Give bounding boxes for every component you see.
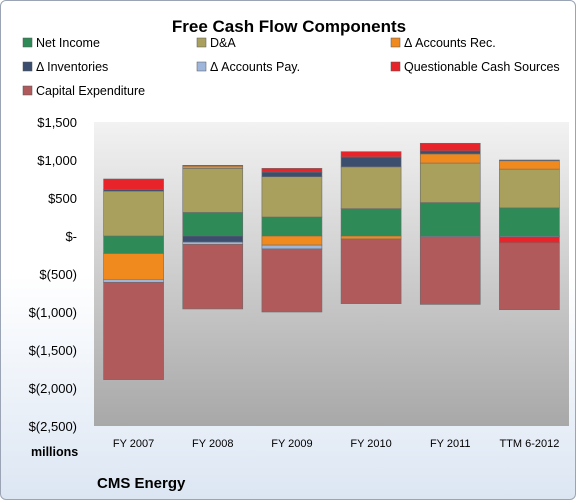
bar-segment-d-a: [103, 190, 164, 237]
bar-segment-capital-expenditure: [103, 282, 164, 380]
y-tick-label: $(2,500): [29, 419, 77, 434]
y-tick-label: $1,500: [37, 115, 77, 130]
legend-label-accounts-rec: Δ Accounts Rec.: [404, 36, 496, 50]
bar-segment-accounts-rec: [261, 235, 323, 246]
bar-segment-d-a: [340, 166, 402, 209]
bar-segment-net-income: [340, 208, 402, 237]
bar-segment-inventories: [340, 156, 402, 168]
legend-swatch-d-a: [196, 37, 207, 48]
bar-segment-capital-expenditure: [340, 238, 402, 304]
bar-segment-accounts-pay: [182, 241, 244, 245]
chart-title: Free Cash Flow Components: [172, 17, 406, 36]
company-name: CMS Energy: [97, 475, 186, 492]
bar-segment-questionable-cash-sources: [499, 236, 560, 244]
legend-swatch-net-income: [22, 37, 33, 48]
y-axis: $1,500 $1,000 $500 $- $(500) $(1,000) $(1,500)…: [29, 115, 77, 434]
bar-segment-capital-expenditure: [419, 236, 481, 305]
legend-swatch-accounts-rec: [390, 37, 401, 48]
plot-area: [94, 122, 569, 426]
bar-segment-net-income: [103, 235, 164, 254]
bar-segment-net-income: [182, 212, 244, 237]
bar-segment-d-a: [499, 168, 560, 209]
x-tick-label: FY 2008: [192, 438, 233, 450]
bar-segment-d-a: [182, 168, 244, 213]
legend-label-net-income: Net Income: [36, 36, 100, 50]
legend-swatch-capital-expenditure: [22, 85, 33, 96]
bar-segment-inventories: [182, 235, 244, 243]
bar-segment-accounts-rec: [182, 165, 244, 169]
y-tick-label: $1,000: [37, 153, 77, 168]
legend-swatch-accounts-pay: [196, 61, 207, 72]
units-label: millions: [31, 445, 78, 459]
bar-segment-net-income: [261, 216, 323, 237]
bar-segment-inventories: [419, 150, 481, 155]
x-tick-label: FY 2009: [271, 438, 312, 450]
bar-segment-inventories: [499, 159, 560, 162]
bar-segment-questionable-cash-sources: [261, 168, 323, 173]
x-tick-label: TTM 6-2012: [499, 438, 559, 450]
x-tick-label: FY 2007: [113, 438, 154, 450]
legend-label-accounts-pay: Δ Accounts Pay.: [210, 60, 300, 74]
legend-swatch-inventories: [22, 61, 33, 72]
bar-segment-accounts-rec: [103, 253, 164, 280]
bar-segment-questionable-cash-sources: [419, 142, 481, 152]
bars-group: [103, 142, 560, 380]
x-tick-label: FY 2010: [350, 438, 391, 450]
bar-segment-inventories: [261, 171, 323, 178]
legend: Net Income D&A Δ Accounts Rec. Δ Inventorie…: [22, 36, 560, 98]
bar-segment-accounts-rec: [340, 235, 402, 240]
bar-segment-d-a: [419, 162, 481, 203]
x-axis: FY 2007 FY 2008 FY 2009 FY 2010 FY 2011 TTM 6…: [113, 438, 559, 450]
bar-segment-accounts-pay: [103, 279, 164, 283]
bar-segment-net-income: [499, 207, 560, 237]
bar-segment-accounts-pay: [261, 244, 323, 250]
y-tick-label: $(2,000): [29, 381, 77, 396]
bar-segment-capital-expenditure: [261, 248, 323, 313]
bar-segment-questionable-cash-sources: [340, 151, 402, 158]
y-tick-label: $500: [48, 191, 77, 206]
bar-segment-capital-expenditure: [499, 242, 560, 311]
y-tick-label: $(500): [39, 267, 77, 282]
bar-segment-capital-expenditure: [182, 244, 244, 310]
y-tick-label: $(1,500): [29, 343, 77, 358]
bar-segment-questionable-cash-sources: [103, 178, 164, 190]
bar-segment-net-income: [419, 202, 481, 237]
legend-swatch-questionable-cash-sources: [390, 61, 401, 72]
legend-label-capital-expenditure: Capital Expenditure: [36, 84, 145, 98]
y-tick-label: $(1,000): [29, 305, 77, 320]
bar-segment-questionable-cash-sources: [182, 165, 244, 167]
legend-label-questionable-cash-sources: Questionable Cash Sources: [404, 60, 560, 74]
bar-segment-accounts-rec: [499, 160, 560, 170]
y-tick-label: $-: [65, 229, 77, 244]
legend-label-inventories: Δ Inventories: [36, 60, 108, 74]
bar-segment-accounts-rec: [419, 153, 481, 164]
legend-label-d-a: D&A: [210, 36, 236, 50]
bar-segment-d-a: [261, 176, 323, 218]
x-tick-label: FY 2011: [430, 438, 471, 450]
